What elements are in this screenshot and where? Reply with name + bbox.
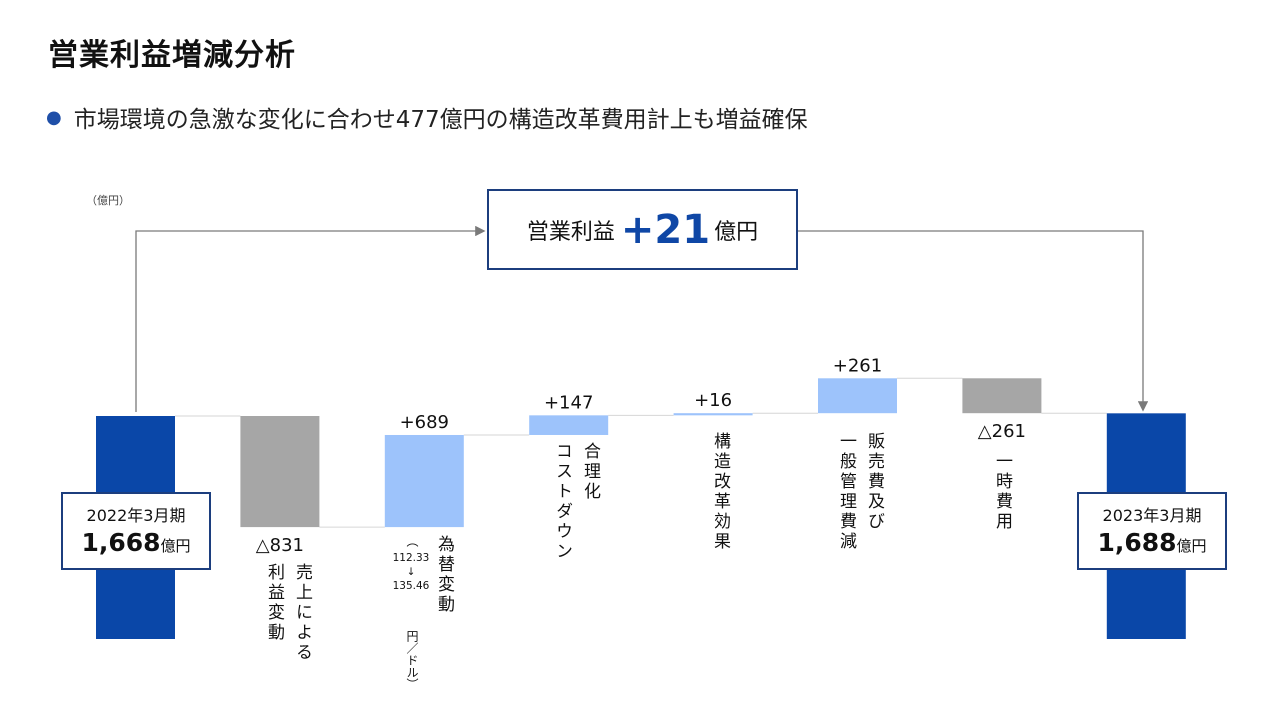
fx-arrow: ↓: [406, 566, 416, 578]
value-label-2: +689: [400, 412, 449, 433]
bar-3: [529, 415, 609, 435]
headline-label: 営業利益: [526, 219, 615, 245]
sga-label-line1: 販売費及び: [864, 432, 884, 532]
value-label-4: +16: [694, 390, 732, 411]
value-label-6: △261: [978, 421, 1026, 442]
sga-label-line2: 一般管理費減: [836, 432, 856, 552]
unit-label: （億円）: [86, 194, 130, 207]
end-value: 1,688: [1097, 528, 1177, 557]
end-unit: 億円: [1176, 537, 1207, 555]
fx-label-line2: 円／ドル）: [405, 630, 419, 690]
bar-1: [240, 416, 320, 528]
summary-bullet: ● 市場環境の急激な変化に合わせ477億円の構造改革費用計上も増益確保: [46, 100, 808, 134]
start-total-box: 2022年3月期 1,668億円: [61, 492, 211, 570]
bar-2: [384, 434, 464, 528]
onetime-label: 一時費用: [992, 452, 1012, 532]
start-unit: 億円: [160, 537, 191, 555]
headline-box: 営業利益 +21 億円: [487, 189, 798, 270]
left-arrow-line: [135, 225, 486, 412]
fx-rate-from: 112.33: [392, 552, 430, 564]
bar-6: [962, 378, 1042, 414]
value-label-5: +261: [833, 355, 882, 376]
sales-label-line2: 利益変動: [264, 563, 284, 643]
bullet-icon: ●: [46, 106, 62, 128]
start-period: 2022年3月期: [86, 506, 186, 525]
sales-label-line1: 売上による: [292, 563, 312, 663]
headline-value: +21: [620, 206, 711, 253]
page-title: 営業利益増減分析: [48, 38, 296, 73]
end-period: 2023年3月期: [1102, 506, 1202, 525]
value-label-1: △831: [256, 535, 304, 556]
rationalization-label-line1: 合理化: [580, 442, 600, 502]
bar-5: [818, 378, 897, 414]
end-total-box: 2023年3月期 1,688億円: [1077, 492, 1227, 570]
summary-text: 市場環境の急激な変化に合わせ477億円の構造改革費用計上も増益確保: [73, 107, 808, 133]
fx-rate-to: 135.46: [392, 580, 430, 592]
value-label-3: +147: [544, 392, 593, 413]
fx-label-line1: 為替変動: [434, 535, 454, 615]
right-arrow-line: [798, 230, 1149, 412]
reform-label: 構造改革効果: [710, 432, 730, 552]
bar-4: [673, 413, 753, 416]
rationalization-label-line2: コストダウン: [552, 442, 572, 562]
start-value: 1,668: [81, 528, 161, 557]
fx-paren-open: （: [405, 535, 419, 547]
headline-unit: 億円: [714, 219, 759, 245]
